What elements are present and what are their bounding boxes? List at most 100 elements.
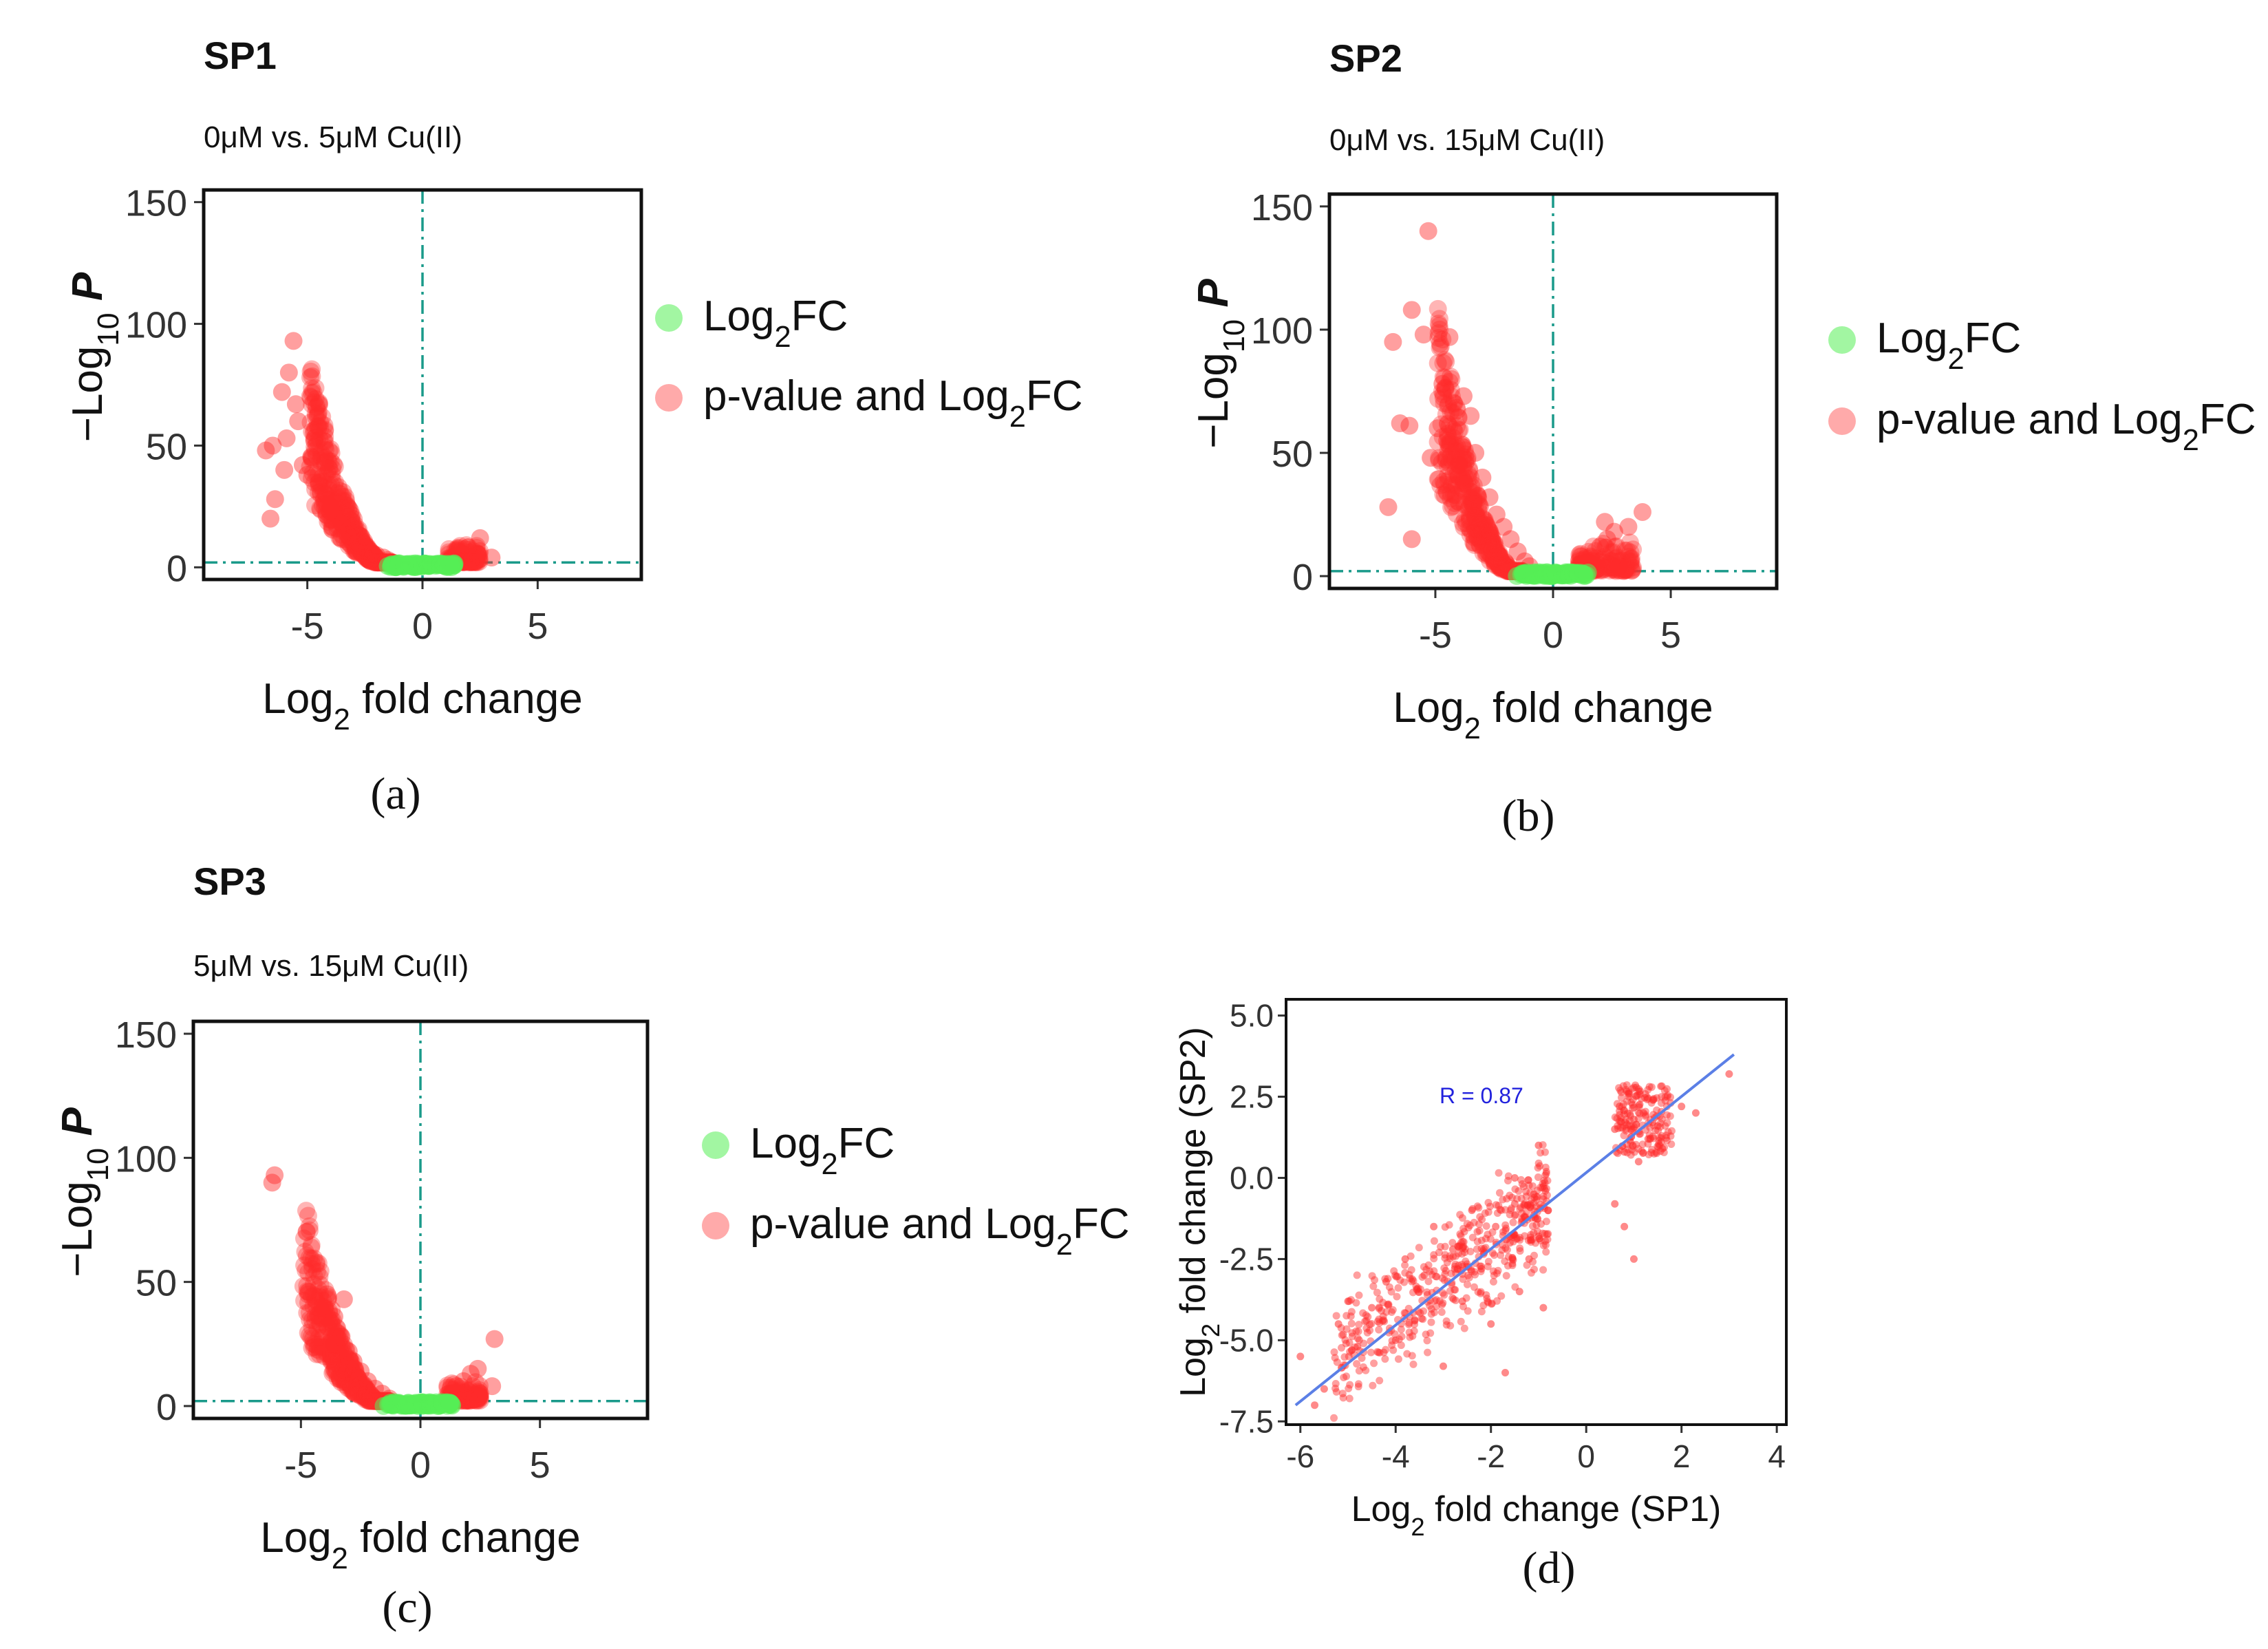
red-point (458, 1391, 477, 1409)
red-point (343, 1367, 362, 1385)
red-point (343, 512, 361, 531)
scatter-point (1411, 1317, 1419, 1325)
scatter-point (1457, 1317, 1465, 1326)
red-point (353, 1376, 372, 1395)
scatter-point (1405, 1328, 1413, 1337)
red-point (361, 1390, 379, 1408)
red-point (460, 1392, 479, 1410)
red-point (1438, 432, 1457, 450)
red-point (1429, 433, 1447, 451)
scatter-point (1627, 1122, 1636, 1130)
red-point (356, 1387, 374, 1405)
red-point (329, 478, 347, 496)
red-point (340, 526, 359, 545)
red-point (469, 1383, 487, 1401)
red-point (1460, 510, 1479, 529)
red-point (310, 1308, 328, 1326)
red-point (303, 450, 321, 469)
red-point (359, 1387, 378, 1405)
red-point (316, 466, 334, 485)
red-point (1433, 427, 1452, 446)
red-point (1446, 438, 1465, 457)
red-point (306, 1335, 324, 1354)
red-point (346, 520, 365, 539)
scatter-point (1501, 1226, 1510, 1235)
red-point (1434, 485, 1453, 504)
red-point (300, 1248, 319, 1267)
red-point (344, 1352, 363, 1371)
red-point (349, 525, 367, 544)
scatter-point (1339, 1394, 1347, 1402)
scatter-point (1650, 1150, 1658, 1158)
red-point (1444, 497, 1462, 515)
scatter-point (1483, 1295, 1491, 1303)
red-point (299, 1283, 318, 1301)
red-point (266, 490, 284, 509)
red-point (303, 449, 321, 467)
red-point (1400, 416, 1419, 435)
red-point (1484, 546, 1503, 565)
red-point (339, 1357, 357, 1376)
scatter-point (1440, 1291, 1448, 1299)
scatter-point (1643, 1096, 1651, 1104)
red-point (350, 540, 369, 559)
red-point (345, 524, 364, 543)
y-tick-label: 150 (1251, 187, 1313, 228)
red-point (323, 1364, 342, 1383)
red-point (318, 1343, 336, 1362)
red-point (321, 1315, 339, 1334)
red-point (1465, 535, 1484, 554)
red-point (320, 511, 339, 529)
scatter-point (1435, 1248, 1443, 1257)
red-point (1468, 517, 1486, 535)
red-point (1460, 507, 1479, 526)
red-point (1493, 557, 1512, 576)
red-point (308, 1262, 326, 1281)
red-point (1594, 558, 1613, 577)
red-point (1455, 441, 1474, 460)
red-point (328, 1339, 346, 1357)
scatter-point (1519, 1182, 1528, 1191)
red-point (358, 1384, 376, 1403)
scatter-point (1468, 1206, 1476, 1215)
red-point (342, 511, 361, 530)
red-point (1481, 533, 1500, 552)
red-point (1453, 457, 1472, 476)
scatter-point (1543, 1191, 1551, 1200)
red-point (1607, 552, 1626, 571)
red-point (316, 448, 334, 467)
scatter-point (1635, 1101, 1643, 1109)
red-point (461, 1390, 480, 1409)
red-point (1474, 526, 1493, 545)
red-point (1446, 447, 1465, 466)
red-point (297, 1261, 315, 1279)
red-point (1606, 561, 1625, 579)
red-point (1604, 558, 1623, 577)
red-point (349, 1385, 367, 1404)
red-point (463, 549, 482, 567)
red-point (1431, 339, 1449, 357)
red-point (458, 1381, 476, 1399)
red-point (327, 1335, 345, 1354)
red-point (1468, 526, 1487, 544)
scatter-point (1532, 1239, 1540, 1247)
scatter-point (1384, 1300, 1393, 1308)
red-point (1466, 507, 1484, 526)
red-point (338, 1359, 356, 1377)
red-point (1430, 449, 1448, 467)
red-point (341, 512, 360, 531)
red-point (349, 1369, 367, 1387)
red-point (348, 1385, 367, 1403)
scatter-point (1409, 1288, 1418, 1297)
red-point (1623, 562, 1641, 580)
red-point (355, 1385, 374, 1404)
scatter-point (1615, 1084, 1623, 1092)
red-point (321, 1346, 340, 1365)
scatter-point (1526, 1203, 1534, 1211)
red-point (311, 1262, 330, 1280)
scatter-point (1534, 1141, 1543, 1149)
red-point (1456, 468, 1475, 487)
red-point (325, 1352, 344, 1371)
red-point (341, 1374, 359, 1393)
red-point (1468, 521, 1487, 540)
